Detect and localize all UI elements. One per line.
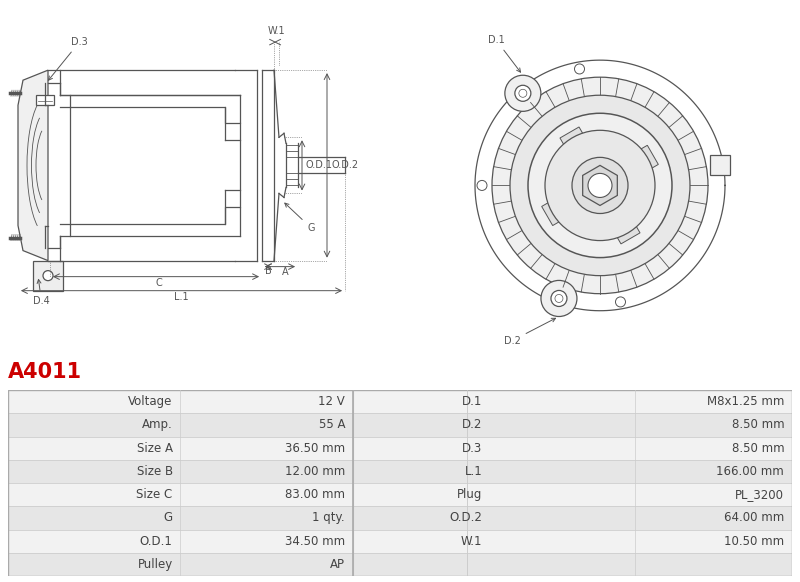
Text: 34.50 mm: 34.50 mm (285, 535, 345, 548)
Circle shape (528, 113, 672, 258)
Bar (466, 530, 792, 553)
Text: L.1: L.1 (465, 465, 482, 478)
Text: 12 V: 12 V (318, 395, 345, 408)
Text: M8x1.25 mm: M8x1.25 mm (706, 395, 784, 408)
Circle shape (505, 75, 541, 111)
Text: 1 qty.: 1 qty. (313, 512, 345, 524)
Bar (353, 506, 466, 530)
Text: O.D.1: O.D.1 (306, 161, 333, 171)
Bar (353, 460, 466, 483)
Text: D.3: D.3 (462, 442, 482, 455)
Text: Size B: Size B (137, 465, 173, 478)
Circle shape (510, 95, 690, 276)
Bar (36, 95, 54, 105)
Bar (353, 436, 466, 460)
Bar (466, 483, 792, 506)
Text: A4011: A4011 (8, 363, 82, 382)
Text: PL_3200: PL_3200 (735, 488, 784, 501)
Bar (353, 390, 466, 413)
Text: A: A (282, 267, 288, 276)
Text: 55 A: 55 A (318, 418, 345, 431)
Bar (466, 506, 792, 530)
Text: D.1: D.1 (488, 35, 521, 72)
Bar (466, 553, 792, 576)
Circle shape (555, 294, 563, 303)
Circle shape (588, 173, 612, 197)
Text: 10.50 mm: 10.50 mm (724, 535, 784, 548)
Bar (466, 436, 792, 460)
Circle shape (545, 130, 655, 240)
FancyBboxPatch shape (615, 222, 640, 244)
Circle shape (492, 77, 708, 294)
Bar (8, 436, 353, 460)
Text: 83.00 mm: 83.00 mm (285, 488, 345, 501)
Text: D.1: D.1 (462, 395, 482, 408)
Polygon shape (582, 165, 618, 205)
Text: C: C (155, 278, 162, 288)
Text: G: G (163, 512, 173, 524)
Bar (33, 261, 63, 290)
Text: Amp.: Amp. (142, 418, 173, 431)
Text: O.D.2: O.D.2 (331, 161, 358, 171)
Bar (353, 553, 466, 576)
Text: W.1: W.1 (461, 535, 482, 548)
Text: Size A: Size A (137, 442, 173, 455)
Circle shape (588, 173, 612, 197)
Bar (8, 553, 353, 576)
Circle shape (477, 180, 487, 190)
Text: AP: AP (330, 558, 345, 571)
Text: D.2: D.2 (462, 418, 482, 431)
Bar (466, 460, 792, 483)
Bar (353, 413, 466, 436)
Text: Size C: Size C (136, 488, 173, 501)
Text: Plug: Plug (457, 488, 482, 501)
Bar (710, 155, 730, 175)
Circle shape (519, 89, 527, 97)
Bar (8, 506, 353, 530)
Text: O.D.2: O.D.2 (450, 512, 482, 524)
Text: D.2: D.2 (504, 318, 555, 346)
Bar (8, 413, 353, 436)
Circle shape (615, 297, 626, 307)
Text: 8.50 mm: 8.50 mm (731, 418, 784, 431)
Text: G: G (285, 203, 314, 233)
Circle shape (43, 271, 53, 281)
Text: L.1: L.1 (174, 292, 189, 301)
FancyBboxPatch shape (542, 200, 563, 226)
Circle shape (551, 290, 567, 307)
Text: Voltage: Voltage (128, 395, 173, 408)
Polygon shape (18, 70, 48, 261)
Bar (8, 390, 353, 413)
Text: 8.50 mm: 8.50 mm (731, 442, 784, 455)
Text: D.4: D.4 (33, 279, 50, 306)
Text: Pulley: Pulley (138, 558, 173, 571)
Circle shape (572, 157, 628, 214)
Text: 36.50 mm: 36.50 mm (285, 442, 345, 455)
Bar (466, 413, 792, 436)
Text: O.D.1: O.D.1 (140, 535, 173, 548)
Text: 64.00 mm: 64.00 mm (724, 512, 784, 524)
Bar (8, 483, 353, 506)
Text: 12.00 mm: 12.00 mm (285, 465, 345, 478)
Bar (8, 530, 353, 553)
Text: W.1: W.1 (268, 26, 286, 36)
Text: D.3: D.3 (49, 37, 88, 80)
Bar (353, 483, 466, 506)
Text: B: B (265, 265, 271, 276)
Circle shape (574, 64, 585, 74)
Bar (8, 460, 353, 483)
Circle shape (515, 86, 531, 101)
Circle shape (541, 281, 577, 317)
Text: 166.00 mm: 166.00 mm (717, 465, 784, 478)
FancyBboxPatch shape (560, 127, 585, 148)
FancyBboxPatch shape (637, 146, 658, 171)
Bar (466, 390, 792, 413)
Bar (353, 530, 466, 553)
